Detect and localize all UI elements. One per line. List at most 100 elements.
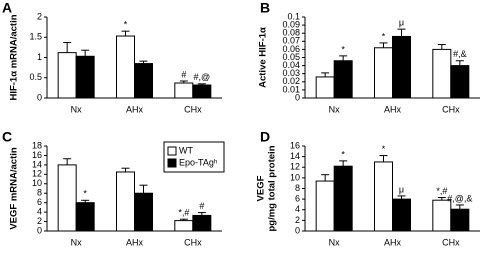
bar [174,220,194,232]
y-tick-label: 0 [295,225,300,235]
y-tick-label: 10 [32,178,42,188]
bar [116,35,135,99]
bar [450,65,470,99]
y-tick-label: 0.1 [287,11,300,21]
annotation: * [341,44,345,54]
y-tick-label: 0 [295,92,300,102]
y-tick-label: 2 [37,11,42,21]
y-tick-label: 8 [37,188,42,198]
y-axis-label: Active HIF-1α [258,27,269,88]
x-tick-label: CHx [184,237,202,247]
y-tick-label: 1.5 [29,32,42,42]
bar [192,214,212,232]
panel-label: D [260,129,270,145]
panel-label: B [260,0,270,16]
y-axis-label: VEGF [256,175,267,201]
y-tick-label: 0 [37,92,42,102]
y-tick-label: 0.02 [282,76,300,86]
annotation: # [199,201,204,211]
y-tick-label: 8 [295,183,300,193]
y-tick-label: 0.06 [282,44,300,54]
y-axis-label: pg/mg total protein [267,145,278,231]
y-tick-label: 6 [37,197,42,207]
y-tick-label: 2 [295,215,300,225]
y-tick-label: 0.09 [282,19,300,29]
annotation: * [341,149,345,159]
x-tick-label: CHx [442,104,460,114]
panel-label: A [2,0,12,16]
bar [315,76,335,99]
legend-label: Epo-TAgʰ [179,157,218,167]
bar [392,198,411,232]
annotation: *,# [436,186,447,196]
y-tick-label: 10 [290,172,300,182]
bar [432,199,452,232]
y-tick-label: 0.04 [282,60,300,70]
y-tick-label: 14 [32,159,42,169]
panel-label: C [2,129,12,145]
y-tick-label: 1 [37,52,42,62]
legend-label: WT [179,145,193,155]
bar [333,60,353,99]
y-tick-label: 14 [290,151,300,161]
bar [333,165,353,232]
annotation: #,@,& [447,193,472,203]
y-tick-label: 6 [295,194,300,204]
legend-swatch [167,146,177,156]
y-tick-label: 16 [290,140,300,150]
y-tick-label: 0.5 [29,72,42,82]
y-axis-label: VEGF mRNA/actin [9,147,20,230]
bar [134,63,153,99]
y-tick-label: 2 [37,216,42,226]
annotation: * [124,20,128,30]
legend-swatch [167,158,177,168]
annotation: # [181,69,186,79]
annotation: #,@ [194,72,211,82]
x-tick-label: Nx [329,104,340,114]
y-tick-label: 4 [295,204,300,214]
x-tick-label: CHx [184,104,202,114]
x-tick-label: Nx [71,104,82,114]
annotation: * [83,189,87,199]
annotation: * [382,31,386,41]
x-tick-label: AHx [126,104,144,114]
x-tick-label: CHx [442,237,460,247]
x-tick-label: AHx [126,237,144,247]
annotation: #,& [453,49,467,59]
annotation: μ [399,184,404,194]
bar [374,47,393,99]
y-tick-label: 4 [37,206,42,216]
bar [374,161,393,232]
bar [134,192,153,232]
y-tick-label: 16 [32,150,42,160]
bar [450,208,470,232]
y-tick-label: 12 [32,169,42,179]
y-axis-label: HIF-1α mRNA/actin [9,14,20,100]
bar [192,84,212,99]
y-tick-label: 0.03 [282,68,300,78]
bar [75,202,95,232]
bar [116,171,135,232]
bar [75,55,95,99]
y-tick-label: 18 [32,140,42,150]
x-tick-label: Nx [329,237,340,247]
bar [392,35,411,99]
y-tick-label: 0.07 [282,36,300,46]
bar [57,164,77,232]
x-tick-label: Nx [71,237,82,247]
bar [315,180,335,232]
bar [174,82,194,99]
y-tick-label: 0.01 [282,84,300,94]
y-tick-label: 0.05 [282,52,300,62]
annotation: *,# [178,208,189,218]
bar [432,48,452,99]
annotation: μ [399,18,404,28]
y-tick-label: 0.08 [282,28,300,38]
annotation: * [382,144,386,154]
x-tick-label: AHx [384,237,402,247]
x-tick-label: AHx [384,104,402,114]
y-tick-label: 0 [37,225,42,235]
bar [57,52,77,99]
